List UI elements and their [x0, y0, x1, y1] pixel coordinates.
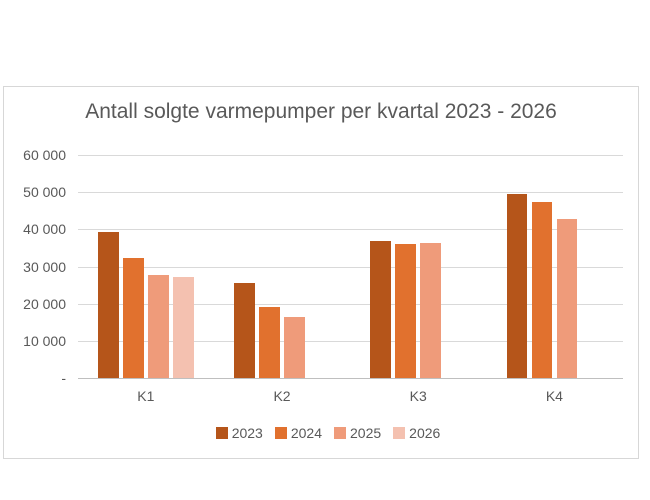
gridline	[78, 155, 623, 156]
legend-swatch-2026	[393, 427, 406, 439]
legend-swatch-2025	[334, 427, 346, 439]
bar-group-K3	[370, 155, 466, 378]
legend-label-2023: 2023	[231, 425, 263, 441]
y-axis-tick-label: -	[61, 370, 66, 386]
bar-2023-K3	[370, 240, 391, 378]
bar-group-K1	[98, 155, 194, 378]
legend-swatch-2024	[274, 427, 287, 439]
bar-group-K4	[506, 155, 603, 378]
x-axis-label-K4: K4	[545, 388, 563, 404]
bar-2024-K4	[531, 201, 553, 378]
y-axis-tick-label: 60 000	[23, 147, 66, 163]
y-axis-tick-label: 50 000	[23, 184, 66, 201]
legend: 2023 2024 2025 2026	[11, 426, 645, 440]
legend-label-2024: 2024	[290, 425, 322, 441]
y-axis-tick-label: 10 000	[23, 332, 66, 349]
plot-area	[78, 155, 623, 379]
legend-swatch-2023	[215, 427, 228, 439]
bar-2025-K1	[148, 275, 169, 378]
legend-item-2024: 2024	[274, 425, 322, 441]
legend-item-2025: 2025	[334, 426, 381, 440]
legend-item-2026: 2026	[393, 426, 440, 440]
bar-group-K2	[234, 155, 330, 378]
gridline	[78, 303, 623, 305]
y-axis-tick-label: 20 000	[23, 295, 66, 312]
legend-label-2025: 2025	[350, 425, 382, 441]
bar-2024-K1	[123, 257, 144, 378]
gridline	[78, 266, 623, 268]
bar-2023-K1	[98, 231, 119, 378]
gridline	[78, 229, 623, 231]
bar-2025-K2	[284, 317, 305, 378]
bar-2024-K2	[259, 307, 280, 378]
gridline	[78, 340, 623, 342]
chart-title: Antall solgte varmepumper per kvartal 20…	[85, 100, 557, 123]
gridline	[78, 192, 623, 194]
x-axis-label-K2: K2	[273, 388, 291, 404]
x-axis-label-K1: K1	[137, 388, 155, 404]
bar-2024-K3	[395, 243, 416, 378]
bar-2023-K2	[234, 283, 255, 378]
legend-label-2026: 2026	[409, 425, 441, 441]
x-axis-label-K3: K3	[409, 388, 427, 404]
chart-container[interactable]: Antall solgte varmepumper per kvartal 20…	[3, 86, 639, 459]
bar-2023-K4	[506, 194, 528, 378]
legend-item-2023: 2023	[215, 425, 263, 441]
bar-2026-K1	[173, 276, 194, 378]
y-axis-tick-label: 40 000	[23, 221, 66, 238]
bar-2025-K4	[556, 219, 578, 378]
y-axis-tick-label: 30 000	[23, 258, 66, 275]
bar-2025-K3	[420, 243, 441, 378]
